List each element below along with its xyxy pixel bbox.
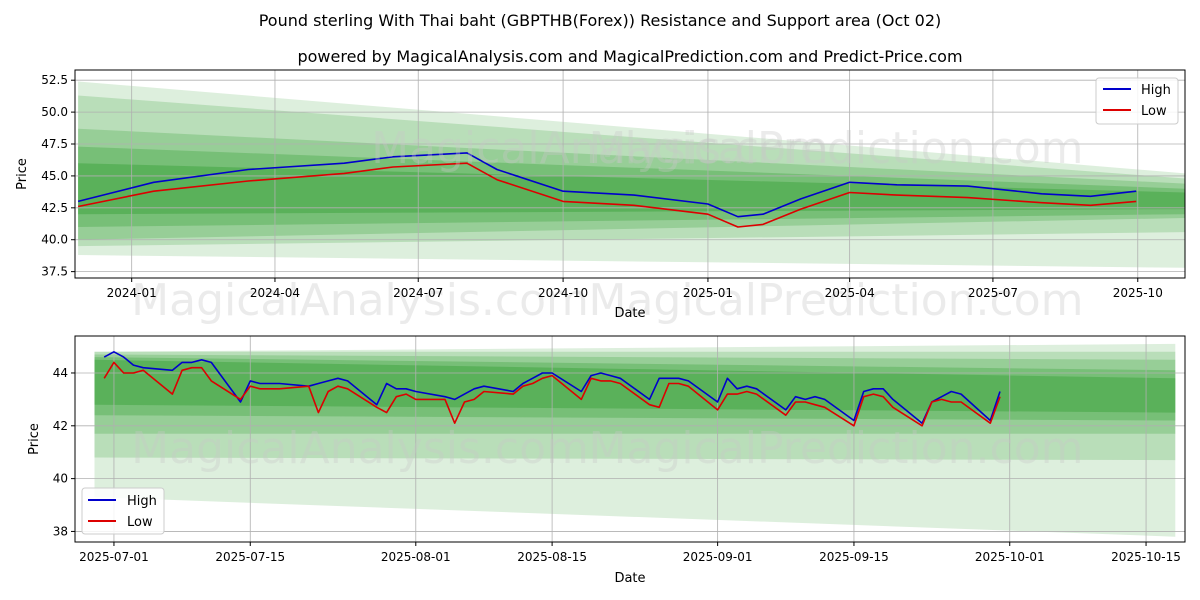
chart-subtitle: powered by MagicalAnalysis.com and Magic… xyxy=(297,47,962,66)
legend: High Low xyxy=(81,487,165,535)
plot-frame xyxy=(74,335,1186,543)
band-4 xyxy=(78,146,1185,227)
legend-low-label: Low xyxy=(127,515,153,530)
x-tick-label: 2024-04 xyxy=(250,286,300,300)
band-3 xyxy=(78,128,1185,240)
support-resistance-bands xyxy=(78,81,1185,268)
watermark: MagicalAnalysis.com xyxy=(131,275,589,326)
series-low-line xyxy=(77,162,1137,228)
series-high-line xyxy=(103,350,1001,425)
y-tick-label: 37.5 xyxy=(41,265,68,279)
x-tick-label: 2025-07-01 xyxy=(79,550,149,564)
x-tick-label: 2025-08-15 xyxy=(517,550,587,564)
x-tick-label: 2025-07 xyxy=(968,286,1018,300)
y-tick-label: 40 xyxy=(53,472,68,486)
y-tick-label: 40.0 xyxy=(41,233,68,247)
band-1 xyxy=(94,343,1176,537)
legend: High Low xyxy=(1095,77,1179,125)
y-tick-label: 47.5 xyxy=(41,137,68,151)
x-tick-label: 2025-10-01 xyxy=(975,550,1045,564)
x-tick-label: 2025-09-01 xyxy=(683,550,753,564)
series-high-line xyxy=(77,152,1137,218)
x-tick-label: 2025-01 xyxy=(683,286,733,300)
axis-ticks: 2025-07-01 2025-07-15 2025-08-01 2025-08-15… xyxy=(53,366,1181,564)
legend-high-label: High xyxy=(127,494,157,509)
legend-high-label: High xyxy=(1141,83,1171,98)
y-tick-label: 52.5 xyxy=(41,73,68,87)
y-tick-label: 42 xyxy=(53,419,68,433)
y-tick-label: 45.0 xyxy=(41,169,68,183)
x-tick-label: 2025-04 xyxy=(825,286,875,300)
watermark: MagicalAnalysis.com xyxy=(131,423,589,474)
watermark: MagicalPrediction.com xyxy=(589,275,1084,326)
band-2 xyxy=(78,95,1185,247)
chart-title: Pound sterling With Thai baht (GBPTHB(Fo… xyxy=(259,11,942,30)
grid xyxy=(75,336,1185,542)
y-tick-label: 50.0 xyxy=(41,105,68,119)
band-1 xyxy=(78,81,1185,268)
x-tick-label: 2025-09-15 xyxy=(819,550,889,564)
price-lines xyxy=(77,152,1137,228)
series-low-line xyxy=(103,361,1001,427)
y-axis-label: Price xyxy=(15,158,30,190)
plot-frame xyxy=(74,69,1186,279)
top-panel: MagicalAnalysis.com MagicalPrediction.co… xyxy=(15,69,1186,326)
x-axis-label: Date xyxy=(614,306,645,321)
watermark: MagicalPrediction.com xyxy=(589,123,1084,174)
axis-ticks: 2024-01 2024-04 2024-07 2024-10 2025-01 2025-… xyxy=(41,73,1163,300)
legend-low-label: Low xyxy=(1141,104,1167,119)
band-2 xyxy=(94,351,1176,461)
x-tick-label: 2024-10 xyxy=(538,286,588,300)
bottom-panel: MagicalAnalysis.com MagicalPrediction.co… xyxy=(27,335,1186,586)
price-lines xyxy=(103,350,1001,427)
x-axis-label: Date xyxy=(614,571,645,586)
x-tick-label: 2024-07 xyxy=(393,286,443,300)
x-tick-label: 2025-10 xyxy=(1113,286,1163,300)
y-tick-label: 44 xyxy=(53,366,68,380)
watermark: MagicalPrediction.com xyxy=(589,423,1084,474)
y-axis-label: Price xyxy=(27,423,42,455)
x-tick-label: 2025-10-15 xyxy=(1111,550,1181,564)
watermark: MagicalAnalysis.com xyxy=(371,123,829,174)
x-tick-label: 2025-08-01 xyxy=(381,550,451,564)
x-tick-label: 2024-01 xyxy=(107,286,157,300)
x-tick-label: 2025-07-15 xyxy=(215,550,285,564)
y-tick-label: 42.5 xyxy=(41,201,68,215)
y-tick-label: 38 xyxy=(53,524,68,538)
